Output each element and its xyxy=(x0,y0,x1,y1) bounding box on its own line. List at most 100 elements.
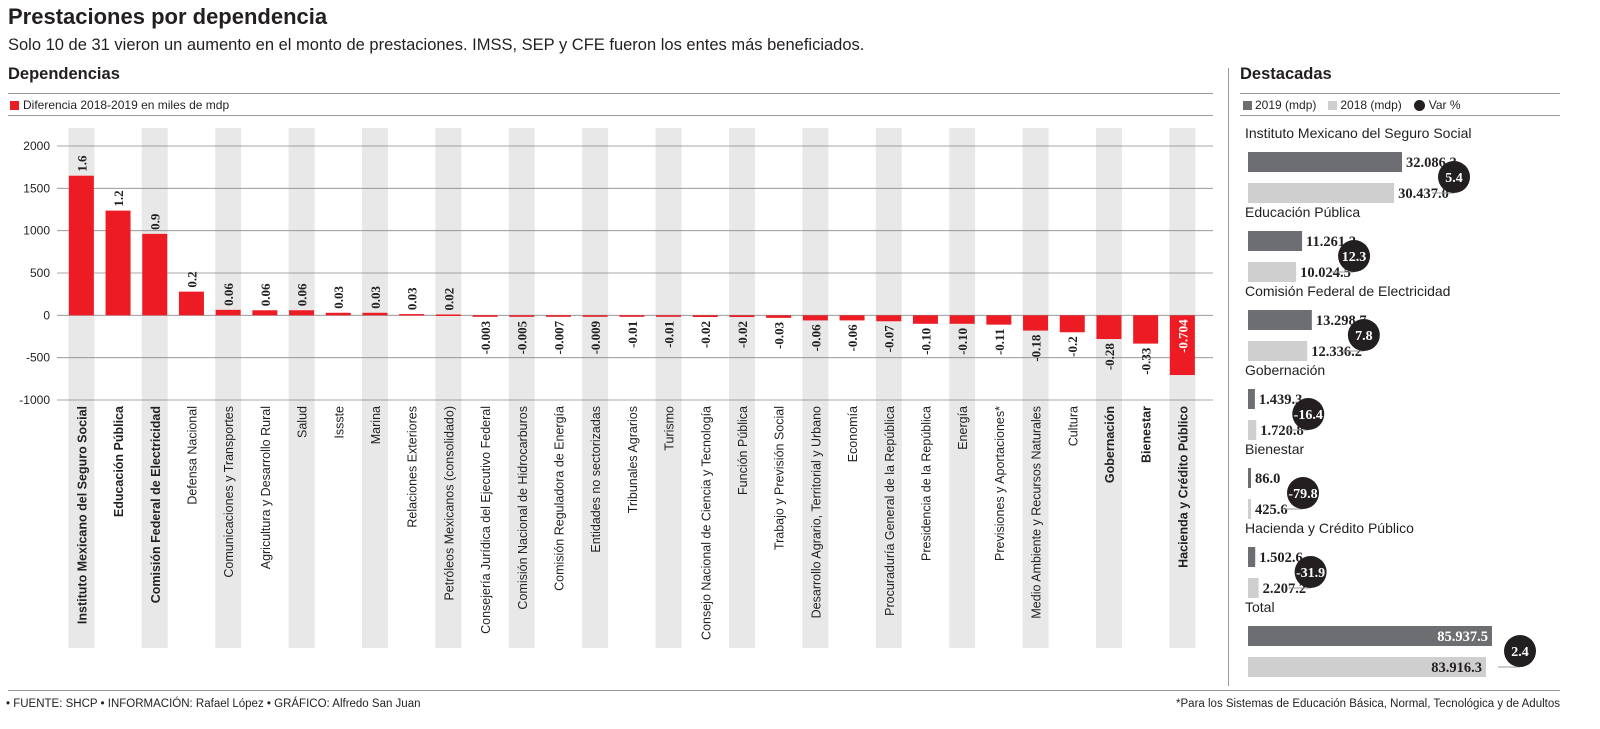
legend-swatch-2019 xyxy=(1243,100,1252,110)
y-tick-label-2000: 2000 xyxy=(23,139,50,153)
bar-17 xyxy=(692,315,718,318)
category-label-8: Marina xyxy=(369,406,383,444)
y-tick-label-500: 500 xyxy=(30,266,50,280)
category-label-17: Consejo Nacional de Ciencia y Tecnología xyxy=(699,406,713,640)
var-circle-2 xyxy=(1347,319,1380,351)
chart-subtitle: Solo 10 de 31 vieron un aumento en el mo… xyxy=(8,36,865,54)
bar-8 xyxy=(362,312,388,316)
value-2018-1: 10.024.5 xyxy=(1300,265,1351,281)
data-label-5: 0.06 xyxy=(258,283,273,306)
band-2 xyxy=(141,128,168,648)
category-label-14: Entidades no sectorizadas xyxy=(589,406,603,553)
category-label-20: Desarrollo Agrario, Territorial y Urbano xyxy=(809,406,823,618)
bar-4 xyxy=(215,309,241,316)
data-label-29: -0.33 xyxy=(1139,347,1154,375)
var-label-6: 2.4 xyxy=(1511,645,1529,660)
group-name-5: Hacienda y Crédito Público xyxy=(1245,520,1414,536)
band-10 xyxy=(435,128,462,648)
bar-10 xyxy=(435,314,461,316)
data-label-1: 1.2 xyxy=(111,190,126,206)
bar-9 xyxy=(399,314,425,316)
category-label-25: Previsiones y Aportaciones* xyxy=(993,406,1007,561)
band-12 xyxy=(508,128,535,648)
data-label-18: -0.02 xyxy=(735,321,750,348)
bar-2018-0 xyxy=(1248,183,1395,203)
band-6 xyxy=(288,128,315,648)
band-22 xyxy=(875,128,902,648)
data-label-4: 0.06 xyxy=(221,283,236,306)
legend-label-2018: 2018 (mdp) xyxy=(1340,98,1402,112)
y-tick-label-1000: 1000 xyxy=(23,224,50,238)
data-label-20: -0.06 xyxy=(808,324,823,352)
value-2019-3: 1.439.3 xyxy=(1259,392,1303,408)
section-title-destacadas: Destacadas xyxy=(1240,65,1332,83)
data-label-13: -0.007 xyxy=(551,320,566,354)
bar-2018-4 xyxy=(1248,499,1251,519)
bar-19 xyxy=(766,315,792,318)
data-label-10: 0.02 xyxy=(441,288,456,311)
data-label-27: -0.2 xyxy=(1065,336,1080,357)
var-circle-5 xyxy=(1294,556,1327,588)
bar-11 xyxy=(472,315,498,317)
var-label-0: 5.4 xyxy=(1445,171,1463,186)
category-label-15: Tribunales Agrarios xyxy=(626,406,640,513)
data-label-12: -0.005 xyxy=(515,320,530,354)
data-label-17: -0.02 xyxy=(698,321,713,348)
bar-15 xyxy=(619,315,645,317)
legend-label-var: Var % xyxy=(1428,98,1461,112)
y-tick-label-0: 0 xyxy=(43,308,50,322)
value-2018-4: 425.6 xyxy=(1255,502,1288,518)
var-label-3: -16.4 xyxy=(1294,408,1323,423)
bar-3 xyxy=(178,291,204,316)
bar-2019-4 xyxy=(1248,468,1251,488)
group-name-0: Instituto Mexicano del Seguro Social xyxy=(1245,125,1471,141)
bar-2018-5 xyxy=(1248,578,1259,598)
data-label-14: -0.009 xyxy=(588,320,603,354)
value-2018-2: 12.336.2 xyxy=(1311,344,1362,360)
category-label-11: Consejería Jurídica del Ejecutivo Federa… xyxy=(479,406,493,634)
category-label-13: Comisión Reguladora de Energía xyxy=(552,406,566,591)
var-label-4: -79.8 xyxy=(1288,487,1317,502)
category-label-23: Presidencia de la República xyxy=(919,406,933,561)
bar-25 xyxy=(986,315,1012,325)
category-label-18: Función Pública xyxy=(736,406,750,495)
data-label-7: 0.03 xyxy=(331,286,346,309)
bar-1 xyxy=(105,210,131,316)
band-4 xyxy=(215,128,242,648)
band-18 xyxy=(728,128,755,648)
divider-legend-right xyxy=(1240,115,1560,116)
group-name-6: Total xyxy=(1245,599,1275,615)
bar-28 xyxy=(1096,315,1122,340)
category-label-4: Comunicaciones y Transportes xyxy=(222,406,236,578)
bar-13 xyxy=(545,315,571,317)
category-label-12: Comisión Nacional de Hidrocarburos xyxy=(516,406,530,610)
category-label-2: Comisión Federal de Electricidad xyxy=(149,406,163,603)
category-label-26: Medio Ambiente y Recursos Naturales xyxy=(1030,406,1044,619)
bar-5 xyxy=(252,310,278,316)
value-2018-6: 83.916.3 xyxy=(1431,660,1482,676)
category-label-24: Energía xyxy=(956,406,970,450)
data-label-8: 0.03 xyxy=(368,286,383,309)
bar-29 xyxy=(1133,315,1159,344)
category-label-29: Bienestar xyxy=(1140,406,1154,463)
data-label-3: 0.2 xyxy=(184,271,199,287)
section-title-dependencias: Dependencias xyxy=(8,65,120,83)
bar-26 xyxy=(1023,315,1049,331)
bar-18 xyxy=(729,315,755,318)
y-tick-label--500: -500 xyxy=(26,351,50,365)
bar-2018-2 xyxy=(1248,341,1308,361)
band-26 xyxy=(1022,128,1049,648)
bar-6 xyxy=(289,310,315,316)
category-label-19: Trabajo y Previsión Social xyxy=(773,406,787,550)
data-label-28: -0.28 xyxy=(1102,343,1117,371)
bar-23 xyxy=(912,315,938,324)
data-label-6: 0.06 xyxy=(295,283,310,306)
destacadas-panel: Instituto Mexicano del Seguro Social32.0… xyxy=(1245,125,1536,677)
band-30 xyxy=(1169,128,1196,648)
divider-footer xyxy=(8,690,1560,691)
legend-label-2019: 2019 (mdp) xyxy=(1255,98,1317,112)
y-tick-label-1500: 1500 xyxy=(23,181,50,195)
category-label-27: Cultura xyxy=(1066,406,1080,446)
legend-label-diferencia: Diferencia 2018-2019 en miles de mdp xyxy=(23,98,230,112)
category-label-7: Issste xyxy=(332,406,346,439)
